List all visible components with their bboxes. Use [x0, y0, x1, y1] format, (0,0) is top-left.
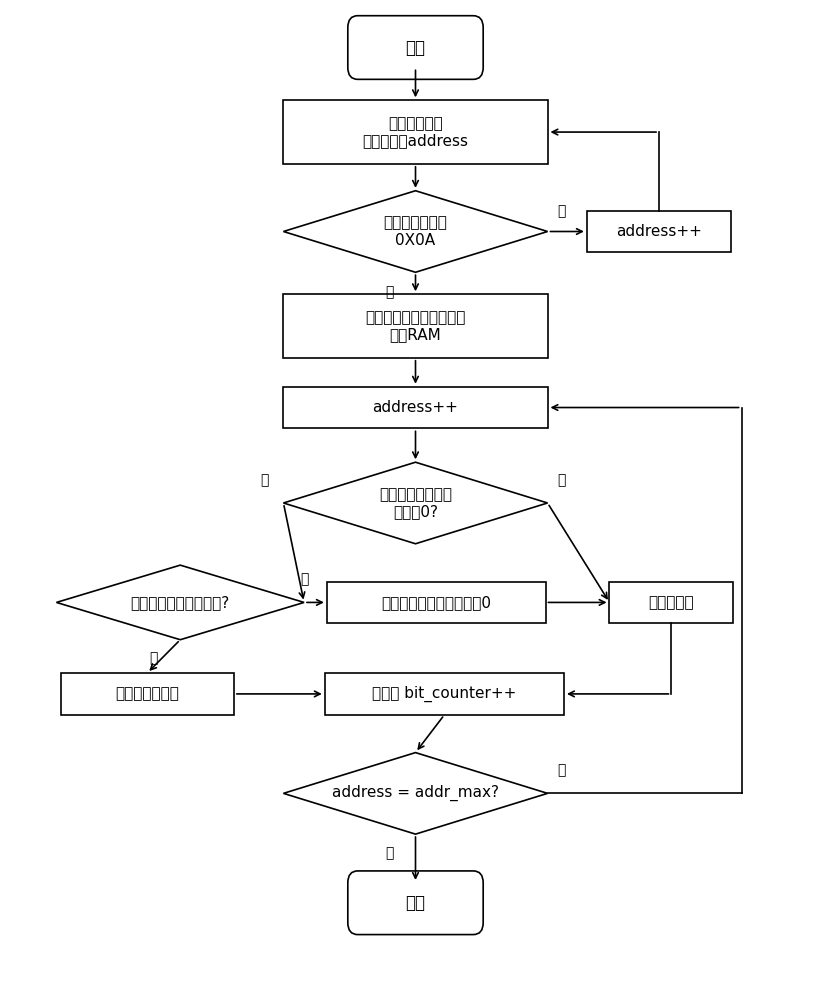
Bar: [327, 582, 545, 623]
Text: 否: 否: [558, 763, 566, 777]
Text: 位计数 bit_counter++: 位计数 bit_counter++: [372, 686, 517, 702]
Polygon shape: [283, 753, 548, 834]
Text: 跳过当前块: 跳过当前块: [648, 595, 694, 610]
Text: 否: 否: [150, 652, 158, 666]
Text: 否: 否: [260, 473, 268, 487]
Bar: [587, 211, 731, 252]
Polygon shape: [283, 462, 548, 544]
Text: address = addr_max?: address = addr_max?: [332, 785, 499, 801]
Text: 是: 是: [558, 473, 566, 487]
Bar: [283, 100, 548, 164]
Text: 块的第一页全为
0X0A: 块的第一页全为 0X0A: [384, 215, 447, 248]
Text: 开始: 开始: [406, 39, 425, 57]
Text: 检测当前块是否为坏块?: 检测当前块是否为坏块?: [130, 595, 230, 610]
Bar: [325, 673, 564, 715]
FancyBboxPatch shape: [348, 871, 483, 935]
Text: 读取第二页地址映射表，
存入RAM: 读取第二页地址映射表， 存入RAM: [366, 310, 465, 342]
Bar: [283, 387, 548, 428]
Text: 当前块写入数据: 当前块写入数据: [116, 686, 179, 701]
Text: 地址映射表当前位
是否为0?: 地址映射表当前位 是否为0?: [379, 487, 452, 519]
Bar: [61, 673, 234, 715]
Text: 否: 否: [558, 205, 566, 219]
Text: address++: address++: [372, 400, 459, 415]
FancyBboxPatch shape: [348, 16, 483, 79]
Text: address++: address++: [616, 224, 702, 239]
Bar: [609, 582, 733, 623]
Polygon shape: [57, 565, 304, 640]
Text: 是: 是: [385, 285, 393, 299]
Text: 是: 是: [300, 573, 308, 587]
Text: 是: 是: [385, 846, 393, 860]
Polygon shape: [283, 191, 548, 272]
Text: 执行读操作，
块地址记为address: 执行读操作， 块地址记为address: [362, 116, 469, 148]
Text: 更新地址映射表当前位为0: 更新地址映射表当前位为0: [381, 595, 491, 610]
Bar: [283, 294, 548, 358]
Text: 结束: 结束: [406, 894, 425, 912]
